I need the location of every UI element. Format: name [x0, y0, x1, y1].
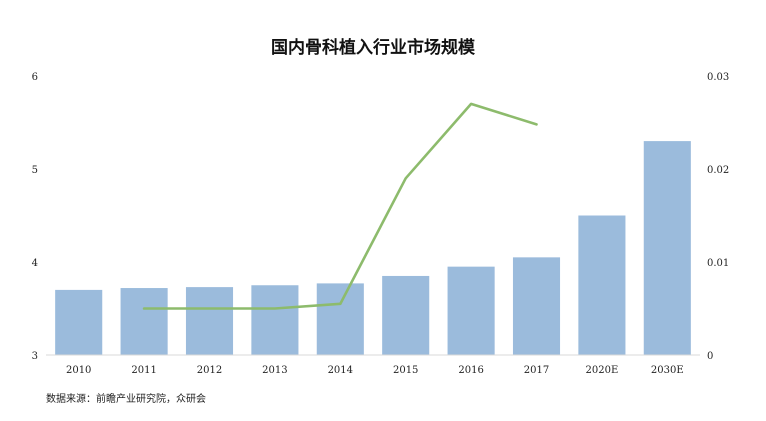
- x-tick-label: 2030E: [651, 365, 684, 376]
- line-group: [142, 102, 538, 310]
- chart-title: 国内骨科植入行业市场规模: [271, 37, 476, 58]
- bar-2015: [382, 275, 430, 355]
- left-tick-label: 5: [32, 165, 38, 176]
- x-axis-ticks: 2010 2011 2012 2013 2014 2015 2016 2017 2020E 203…: [66, 365, 684, 376]
- right-tick-label: 0.03: [707, 72, 729, 83]
- bar-2013: [251, 285, 299, 355]
- left-axis-ticks: 3 4 5 6: [32, 72, 38, 362]
- x-tick-label: 2013: [262, 365, 287, 376]
- right-tick-label: 0.01: [707, 258, 729, 269]
- x-tick-label: 2014: [328, 365, 353, 376]
- right-tick-label: 0.02: [707, 165, 729, 176]
- bar-2012: [185, 287, 234, 355]
- x-tick-label: 2015: [393, 365, 418, 376]
- bar-2017: [512, 257, 561, 355]
- x-tick-label: 2012: [197, 365, 222, 376]
- bar-2030E: [643, 141, 691, 355]
- x-tick-label: 2011: [131, 365, 156, 376]
- right-axis-ticks: 0 0.01 0.02 0.03: [707, 72, 729, 362]
- line-series: [142, 102, 538, 310]
- bar-2020E: [578, 215, 626, 355]
- bar-2011: [120, 288, 168, 355]
- x-tick-label: 2010: [66, 365, 91, 376]
- bar-2014: [316, 283, 364, 355]
- bar-group: [55, 141, 691, 355]
- left-tick-label: 6: [32, 72, 38, 83]
- bar-2010: [55, 289, 103, 355]
- left-tick-label: 4: [32, 258, 38, 269]
- right-tick-label: 0: [707, 351, 713, 362]
- x-tick-label: 2017: [524, 365, 549, 376]
- source-note: 数据来源：前瞻产业研究院，众研会: [46, 392, 206, 405]
- x-tick-label: 2016: [458, 365, 483, 376]
- x-tick-label: 2020E: [586, 365, 619, 376]
- left-tick-label: 3: [32, 351, 38, 362]
- bar-2016: [447, 266, 495, 355]
